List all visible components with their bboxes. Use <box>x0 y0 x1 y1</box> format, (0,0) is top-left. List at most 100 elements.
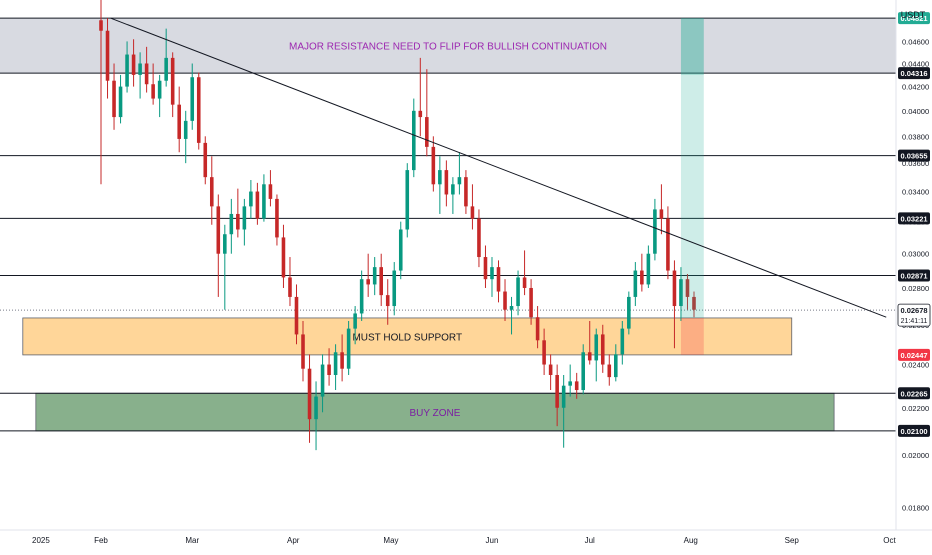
candle-body <box>307 368 312 420</box>
candle-body <box>99 20 103 31</box>
candle-body <box>112 80 116 118</box>
zone-label-must-hold-support: MUST HOLD SUPPORT <box>352 332 462 343</box>
candle-body <box>431 146 436 185</box>
price-tick-label: 0.03800 <box>902 132 929 141</box>
candle-body <box>496 267 501 292</box>
candle-body <box>288 277 292 297</box>
candle-body <box>627 296 631 329</box>
time-tick-label: Feb <box>94 536 108 545</box>
price-tick-label: 0.04400 <box>902 59 929 68</box>
time-tick-label: Sep <box>785 536 800 545</box>
candle-body <box>118 86 123 118</box>
candle-body <box>646 253 651 285</box>
candle-body <box>268 184 273 199</box>
price-badge-label: 0.02100 <box>900 427 927 436</box>
candle-body <box>144 63 149 85</box>
price-tick-label: 0.04000 <box>902 107 929 116</box>
candle-body <box>529 287 533 318</box>
candle-body <box>353 313 357 329</box>
zones-layer: MAJOR RESISTANCE NEED TO FLIP FOR BULLIS… <box>0 18 896 432</box>
candle-body <box>236 213 240 230</box>
candle-body <box>262 184 266 219</box>
zone-label-major-resistance: MAJOR RESISTANCE NEED TO FLIP FOR BULLIS… <box>289 42 607 53</box>
current-price-label: 0.02678 <box>900 306 927 315</box>
candle-body <box>477 218 481 258</box>
candle-body <box>411 110 416 171</box>
candle-body <box>640 270 644 285</box>
zone-major-resistance <box>0 18 896 74</box>
candle-body <box>372 267 377 285</box>
price-badge-label: 0.02447 <box>900 351 927 360</box>
overlay-layer <box>110 17 887 355</box>
candle-body <box>535 317 540 341</box>
candle-body <box>281 237 286 278</box>
candle-body <box>633 270 638 297</box>
price-tick-label: 0.02000 <box>902 451 929 460</box>
current-price-badge <box>897 303 931 327</box>
candle-body <box>653 209 657 254</box>
candle-body <box>405 170 410 230</box>
candle-body <box>275 198 279 238</box>
position-target-area-upper <box>680 18 704 75</box>
price-tick-label: 0.01800 <box>902 503 929 512</box>
candle-body <box>320 364 325 397</box>
candle-body <box>229 213 234 235</box>
candle-body <box>503 291 507 310</box>
price-badge-label: 0.04821 <box>900 14 927 23</box>
price-badge-label: 0.02265 <box>900 389 927 398</box>
levels-layer <box>0 17 896 432</box>
candle-body <box>659 209 664 219</box>
time-tick-label: 2025 <box>32 536 50 545</box>
zone-buy-zone <box>35 392 835 432</box>
candle-body <box>242 206 247 230</box>
candle-body <box>301 334 305 369</box>
candle-body <box>457 177 462 185</box>
candle-body <box>600 334 605 365</box>
candle-body <box>516 277 520 307</box>
candle-body <box>587 352 592 361</box>
candle-body <box>327 364 331 375</box>
price-badge <box>898 149 930 162</box>
candle-body <box>170 57 175 105</box>
candle-body <box>542 340 546 365</box>
price-tick-label: 0.02400 <box>902 361 929 370</box>
currency-label[interactable]: USDT <box>901 10 926 20</box>
candle-body <box>451 184 455 195</box>
countdown-label: 21:41:11 <box>901 318 928 325</box>
price-badge <box>898 212 930 225</box>
candle-body <box>157 80 162 99</box>
price-badge-label: 0.02871 <box>900 272 927 281</box>
candle-body <box>138 63 142 75</box>
price-tick-label: 0.02800 <box>902 284 929 293</box>
candle-body <box>164 57 168 81</box>
candle-body <box>464 177 468 207</box>
candle-body <box>359 279 364 314</box>
price-badge <box>898 67 930 80</box>
candle-body <box>203 142 208 178</box>
time-tick-label: Oct <box>883 536 896 545</box>
candle-body <box>444 170 449 195</box>
candle-body <box>249 191 253 207</box>
time-tick-label: Aug <box>684 536 698 545</box>
time-axis[interactable]: 2025 Feb Mar Apr May Jun Jul Aug Sep Oct <box>32 536 896 545</box>
candle-body <box>209 177 214 207</box>
position-target-area <box>680 18 704 318</box>
candle-body <box>509 306 514 310</box>
candle-body <box>561 385 566 408</box>
candle-body <box>574 381 579 391</box>
candle-body <box>183 120 188 139</box>
time-tick-label: Apr <box>287 536 300 545</box>
price-badge <box>898 12 930 25</box>
candle-body <box>314 396 318 420</box>
candle-body <box>555 374 559 408</box>
candle-body <box>131 54 136 75</box>
candle-body <box>125 54 129 87</box>
candle-body <box>177 104 181 139</box>
candle-body <box>620 328 625 355</box>
price-badge-label: 0.03221 <box>900 214 927 223</box>
candle-body <box>607 364 612 378</box>
candle-body <box>392 270 397 307</box>
candle-body <box>581 352 586 391</box>
